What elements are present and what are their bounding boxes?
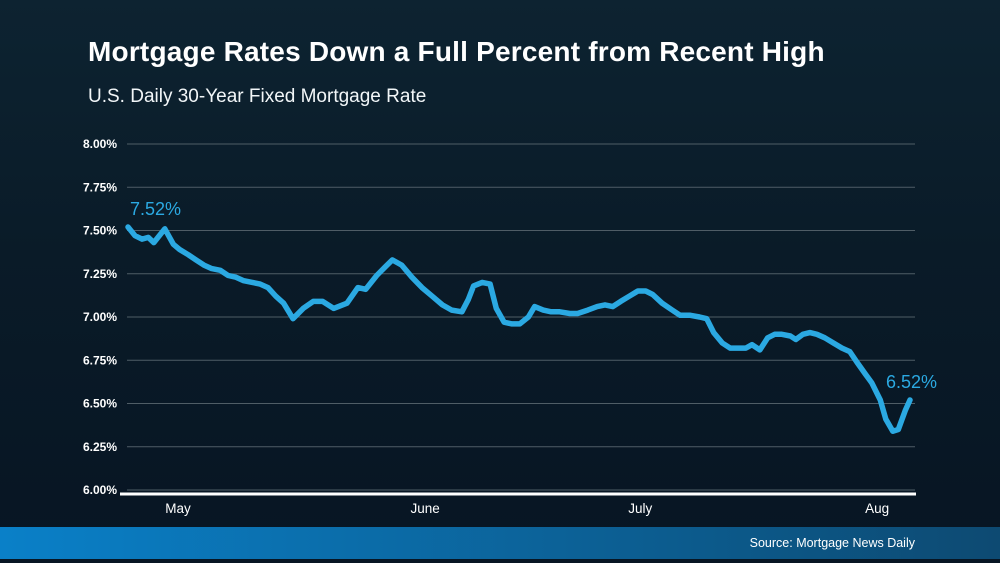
y-axis-tick-label: 6.25%	[83, 440, 117, 454]
y-axis-tick-label: 8.00%	[83, 137, 117, 151]
rate-annotation-7.52pct: 7.52%	[130, 199, 181, 219]
y-axis-tick-label: 6.75%	[83, 353, 117, 367]
page-title: Mortgage Rates Down a Full Percent from …	[88, 36, 825, 67]
source-credit: Source: Mortgage News Daily	[749, 536, 915, 550]
mortgage-rate-line	[125, 224, 913, 434]
y-axis-tick-label: 6.50%	[83, 397, 117, 411]
x-axis-tick-label-may: May	[165, 501, 191, 516]
y-axis-tick-label: 7.75%	[83, 180, 117, 194]
x-axis-tick-label-july: July	[628, 501, 652, 516]
x-axis-tick-label-aug: Aug	[865, 501, 889, 516]
y-axis-tick-label: 7.50%	[83, 224, 117, 238]
y-axis-tick-label: 6.00%	[83, 483, 117, 497]
source-bar: Source: Mortgage News Daily	[0, 527, 1000, 559]
x-axis-tick-label-june: June	[411, 501, 440, 516]
page-subtitle: U.S. Daily 30-Year Fixed Mortgage Rate	[88, 86, 427, 107]
y-axis-tick-label: 7.25%	[83, 267, 117, 281]
rate-annotation-6.52pct: 6.52%	[886, 372, 937, 392]
y-axis-tick-label: 7.00%	[83, 310, 117, 324]
